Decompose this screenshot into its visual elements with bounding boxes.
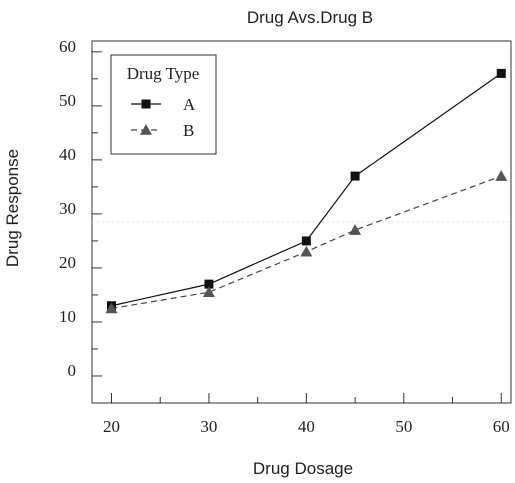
legend-marker — [140, 124, 152, 135]
series-B — [105, 170, 508, 314]
data-point-B — [202, 286, 215, 298]
legend-label: B — [183, 121, 194, 140]
legend-item-B: B — [131, 121, 194, 140]
legend-title: Drug Type — [127, 64, 200, 83]
y-tick-label: 40 — [59, 145, 76, 164]
legend-item-A: A — [131, 95, 196, 114]
y-tick-label: 10 — [59, 307, 76, 326]
data-point-A — [496, 68, 506, 78]
y-axis-label: Drug Response — [3, 149, 22, 267]
legend-marker — [141, 99, 151, 109]
legend-box — [110, 54, 217, 155]
chart-title: Drug Avs.Drug B — [247, 8, 373, 27]
data-point-B — [105, 302, 118, 314]
x-axis-label: Drug Dosage — [253, 459, 353, 478]
x-tick-label: 60 — [493, 417, 510, 436]
legend: Drug Type AB — [110, 54, 217, 155]
x-tick-label: 50 — [395, 417, 412, 436]
y-tick-label: 30 — [59, 199, 76, 218]
legend-label: A — [183, 95, 196, 114]
data-point-B — [300, 245, 313, 257]
y-tick-label: 0 — [68, 361, 77, 380]
y-tick-label: 50 — [59, 91, 76, 110]
data-point-A — [204, 279, 214, 289]
data-point-B — [495, 170, 508, 181]
y-tick-label: 60 — [59, 37, 76, 56]
data-point-B — [349, 224, 362, 235]
data-point-A — [350, 171, 360, 181]
y-tick-label: 20 — [59, 253, 76, 272]
x-tick-label: 40 — [298, 417, 315, 436]
series-layer — [105, 68, 508, 314]
y-axis: 0 10 20 30 40 50 60 — [59, 37, 102, 404]
x-tick-label: 30 — [200, 417, 217, 436]
data-point-A — [301, 236, 311, 246]
x-tick-label: 20 — [103, 417, 120, 436]
x-axis: 20 30 40 50 60 — [103, 393, 510, 436]
